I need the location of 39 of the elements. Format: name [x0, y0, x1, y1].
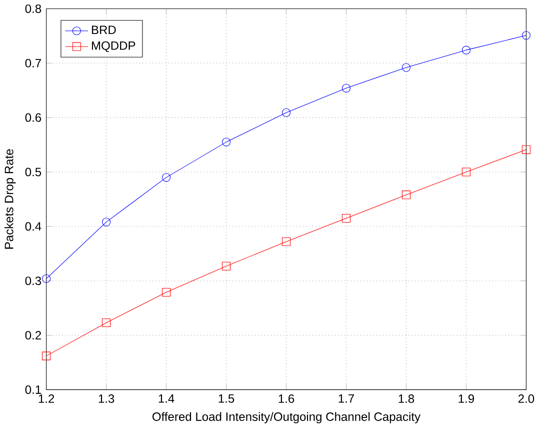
y-tick-label: 0.6 — [25, 113, 42, 122]
point — [282, 108, 291, 118]
point — [162, 288, 171, 297]
point — [42, 274, 51, 284]
point — [342, 84, 351, 93]
y-tick-label: 0.3 — [25, 276, 42, 286]
point — [102, 318, 111, 328]
y-axis-title: Packets Drop Rate — [4, 149, 16, 249]
y-tick-label: 0.7 — [25, 58, 41, 68]
y-tick-label: 0.2 — [25, 331, 41, 340]
x-tick-label: 1.7 — [338, 394, 354, 403]
x-tick-label: 1.5 — [218, 394, 234, 403]
x-tick-label: 1.2 — [38, 394, 54, 403]
x-tick-label: 1.9 — [458, 394, 474, 404]
y-tick-label: 0.5 — [25, 168, 42, 176]
x-tick-label: 1.4 — [158, 394, 174, 403]
point — [282, 237, 291, 246]
x-tick-label: 1.6 — [278, 394, 294, 404]
point — [402, 63, 410, 72]
x-axis-title: Offered Load Intensity/Outgoing Channel Capacity — [152, 412, 420, 424]
y-tick-label: 0.4 — [25, 222, 42, 231]
point — [42, 352, 51, 360]
y-tick-label: 0.8 — [25, 4, 42, 14]
legend-label: BRD — [92, 26, 116, 34]
point — [522, 146, 530, 154]
point — [222, 262, 231, 271]
point — [522, 31, 530, 40]
x-tick-label: 1.8 — [398, 394, 414, 404]
point — [162, 173, 171, 182]
point — [462, 168, 470, 176]
point — [462, 46, 470, 54]
point — [102, 218, 111, 226]
x-tick-label: 2.0 — [518, 394, 534, 404]
legend-label: MQDDP — [92, 41, 136, 52]
point — [342, 214, 351, 223]
point — [402, 190, 410, 200]
y-tick-label: 0.1 — [25, 386, 41, 394]
x-tick-label: 1.3 — [98, 394, 114, 404]
point — [222, 138, 231, 146]
